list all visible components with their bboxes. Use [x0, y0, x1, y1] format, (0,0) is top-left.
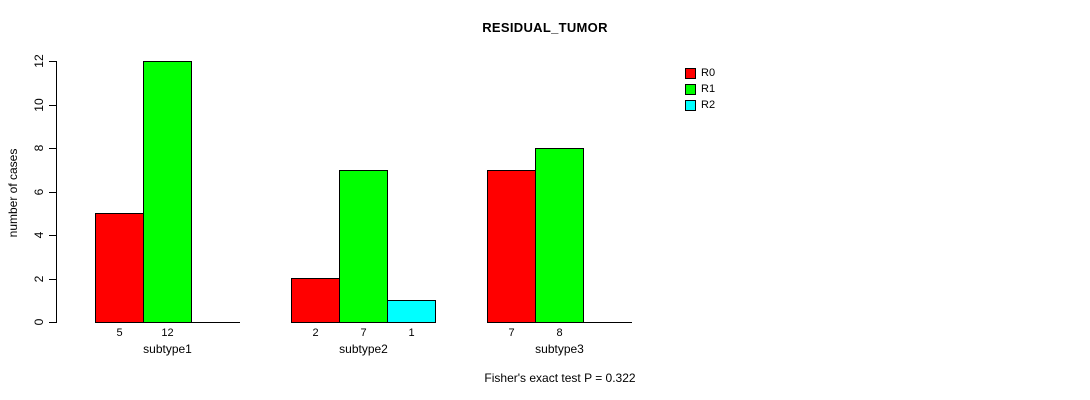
- bar-zero-r2-subtype3: [583, 322, 632, 323]
- x-category-label: subtype2: [339, 342, 388, 356]
- bar-value-label: 1: [408, 327, 415, 339]
- legend-label-r1: R1: [701, 82, 716, 95]
- legend: R0 R1 R2: [685, 65, 715, 113]
- y-tick-label: 10: [32, 98, 46, 112]
- bar-value-label: 12: [161, 327, 174, 339]
- y-tick-label: 6: [32, 188, 46, 196]
- legend-swatch-r2: [685, 99, 696, 111]
- y-tick-label: 2: [32, 275, 46, 283]
- y-axis-tick: [49, 322, 56, 323]
- fisher-test-annotation: Fisher's exact test P = 0.322: [484, 371, 636, 385]
- bar-value-label: 5: [116, 327, 123, 339]
- bar-r2-subtype2: [387, 300, 436, 323]
- legend-swatch-r0: [685, 67, 696, 79]
- bar-r1-subtype1: [143, 61, 192, 323]
- y-axis-tick: [49, 105, 56, 106]
- bar-r1-subtype2: [339, 170, 388, 323]
- legend-item-r1: R1: [685, 81, 715, 97]
- y-tick-label: 4: [32, 231, 46, 239]
- legend-item-r0: R0: [685, 65, 715, 81]
- y-axis-tick: [49, 192, 56, 193]
- legend-label-r2: R2: [701, 98, 716, 111]
- y-axis-line: [56, 61, 57, 323]
- bar-value-label: 2: [312, 327, 319, 339]
- bar-r0-subtype3: [487, 170, 536, 323]
- y-axis-tick: [49, 235, 56, 236]
- legend-label-r0: R0: [701, 66, 716, 79]
- y-axis-tick: [49, 279, 56, 280]
- bar-value-label: 8: [556, 327, 563, 339]
- bar-value-label: 7: [508, 327, 515, 339]
- y-axis-tick: [49, 148, 56, 149]
- legend-item-r2: R2: [685, 97, 715, 113]
- y-tick-label: 8: [32, 144, 46, 152]
- bar-r1-subtype3: [535, 148, 584, 323]
- bar-value-label: 7: [360, 327, 367, 339]
- y-tick-label: 12: [32, 54, 46, 68]
- x-category-label: subtype3: [535, 342, 584, 356]
- y-axis-tick: [49, 61, 56, 62]
- legend-swatch-r1: [685, 83, 696, 95]
- y-tick-label: 0: [32, 318, 46, 326]
- chart-title: RESIDUAL_TUMOR: [482, 20, 608, 35]
- bar-r0-subtype1: [95, 213, 144, 323]
- bar-r0-subtype2: [291, 278, 340, 323]
- x-category-label: subtype1: [143, 342, 192, 356]
- bar-zero-r2-subtype1: [191, 322, 240, 323]
